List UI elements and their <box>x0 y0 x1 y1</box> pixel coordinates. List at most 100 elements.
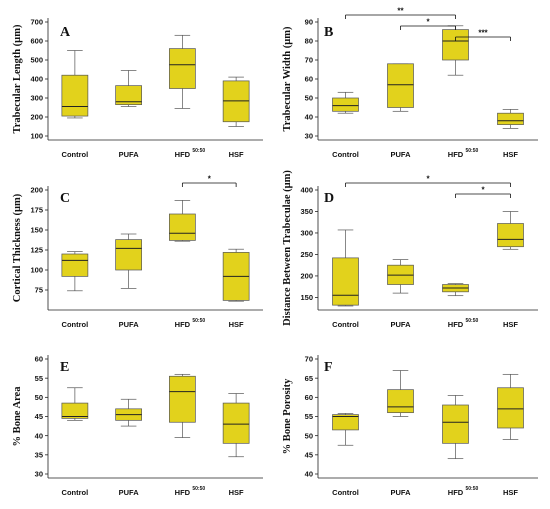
y-axis-title: Distance Between Trabeculae (µm) <box>282 170 293 326</box>
y-tick-label: 90 <box>305 18 313 27</box>
y-tick-label: 55 <box>305 412 313 421</box>
y-tick-label: 300 <box>300 229 313 238</box>
y-tick-label: 300 <box>30 94 43 103</box>
box-hsf <box>222 393 250 458</box>
significance-label: * <box>426 175 430 184</box>
iqr-box <box>61 253 89 277</box>
y-tick-label: 75 <box>35 286 43 295</box>
box-pufa <box>115 398 142 427</box>
category-label: HSF <box>229 150 244 159</box>
iqr-box <box>115 85 142 106</box>
box-hsf <box>222 248 250 302</box>
panel-e: 30 35 40 45 50 55 60 % Bone Area E Control PUFA HFD… <box>12 355 263 497</box>
box-hfd <box>169 34 196 109</box>
iqr-box <box>222 402 250 444</box>
category-label: HSF <box>503 320 518 329</box>
category-label: PUFA <box>119 488 140 497</box>
box-hsf <box>497 211 524 250</box>
category-superscript: 50:50 <box>466 486 479 492</box>
panel-letter: C <box>60 191 70 206</box>
category-label: HFD <box>448 488 464 497</box>
y-tick-label: 150 <box>300 293 313 302</box>
y-tick-label: 60 <box>305 393 313 402</box>
y-tick-label: 50 <box>305 94 313 103</box>
iqr-box <box>169 375 196 423</box>
y-tick-label: 30 <box>35 470 43 479</box>
box-control <box>61 251 89 292</box>
y-tick-label: 250 <box>300 250 313 259</box>
category-superscript: 50:50 <box>192 318 205 324</box>
y-tick-label: 60 <box>35 355 43 364</box>
category-label: Control <box>332 320 359 329</box>
y-tick-label: 35 <box>35 450 43 459</box>
y-tick-label: 100 <box>30 132 43 141</box>
y-tick-label: 50 <box>305 431 313 440</box>
iqr-box <box>442 404 469 444</box>
y-tick-label: 600 <box>30 37 43 46</box>
category-superscript: 50:50 <box>466 318 479 324</box>
y-tick-label: 100 <box>30 266 43 275</box>
significance-label: ** <box>397 7 404 16</box>
significance-bracket: * <box>400 18 456 30</box>
panel-c: 75 100 125 150 175 200 Cortical Thickness (µm)… <box>12 175 263 329</box>
significance-bracket: *** <box>455 29 511 41</box>
box-hfd <box>442 25 469 76</box>
significance-bracket: * <box>181 175 237 187</box>
y-axis-title: % Bone Porosity <box>282 378 293 454</box>
iqr-box <box>332 414 359 431</box>
box-pufa <box>387 63 414 112</box>
box-control <box>61 50 89 119</box>
y-tick-label: 40 <box>35 431 43 440</box>
y-axis-title: Cortical Thickness (µm) <box>12 193 23 302</box>
y-tick-label: 40 <box>305 470 313 479</box>
y-tick-label: 500 <box>30 56 43 65</box>
category-label: PUFA <box>119 320 140 329</box>
iqr-box <box>61 402 89 419</box>
category-label: HFD <box>175 320 191 329</box>
iqr-box <box>497 387 524 429</box>
category-label: Control <box>332 150 359 159</box>
iqr-box <box>169 213 196 241</box>
category-label: HFD <box>175 488 191 497</box>
iqr-box <box>387 63 414 108</box>
iqr-box <box>442 29 469 61</box>
panel-letter: D <box>324 191 334 206</box>
significance-bracket: ** <box>345 7 456 19</box>
iqr-box <box>115 239 142 271</box>
panel-b: 30 40 50 60 70 80 90 Trabecular Width (µm) B Cont… <box>282 7 538 159</box>
category-superscript: 50:50 <box>466 148 479 154</box>
y-tick-label: 45 <box>35 412 43 421</box>
significance-label: *** <box>478 29 488 38</box>
y-tick-label: 200 <box>30 186 43 195</box>
significance-label: * <box>481 186 485 195</box>
category-label: HSF <box>503 488 518 497</box>
panel-letter: A <box>60 25 71 40</box>
category-label: HSF <box>503 150 518 159</box>
iqr-box <box>387 389 414 414</box>
panel-letter: E <box>60 360 69 375</box>
category-label: PUFA <box>390 488 411 497</box>
y-axis-title: % Bone Area <box>12 386 23 447</box>
category-label: Control <box>62 320 89 329</box>
y-tick-label: 125 <box>30 246 43 255</box>
category-superscript: 50:50 <box>192 486 205 492</box>
iqr-box <box>497 223 524 248</box>
category-label: Control <box>62 150 89 159</box>
panel-f: 40 45 50 55 60 65 70 % Bone Porosity F Control PUF… <box>282 355 538 497</box>
y-tick-label: 50 <box>35 393 43 402</box>
box-hsf <box>222 76 250 127</box>
box-hfd <box>169 200 196 242</box>
panel-a: 100 200 300 400 500 600 700 Trabecular Length (… <box>12 18 263 159</box>
y-tick-label: 80 <box>305 37 313 46</box>
category-label: HSF <box>229 320 244 329</box>
box-pufa <box>115 233 142 289</box>
box-hsf <box>497 109 524 129</box>
y-axis-title: Trabecular Width (µm) <box>282 26 293 132</box>
category-label: HFD <box>175 150 191 159</box>
box-pufa <box>115 70 142 107</box>
significance-label: * <box>426 18 430 27</box>
box-control <box>332 91 359 114</box>
iqr-box <box>61 74 89 117</box>
box-pufa <box>387 370 414 417</box>
category-label: PUFA <box>119 150 140 159</box>
